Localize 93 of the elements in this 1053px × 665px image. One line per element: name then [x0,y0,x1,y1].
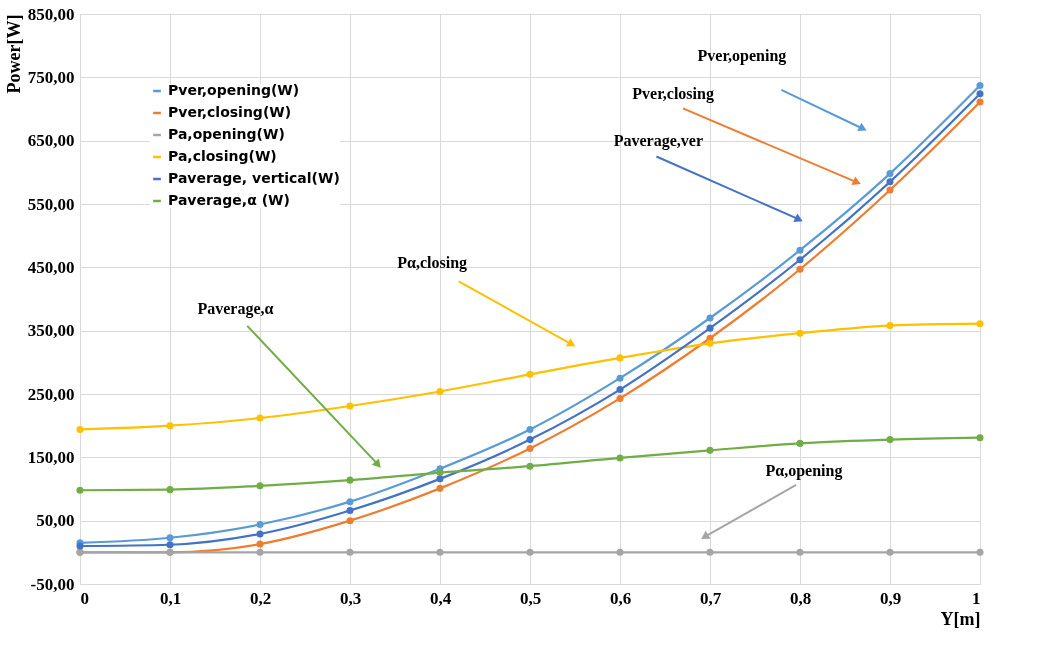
point [256,530,264,538]
point [886,436,894,444]
annotation: Paverage,ver [613,131,703,150]
legend-label: Pa,closing(W) [168,148,277,164]
point [166,422,174,430]
point [436,387,444,395]
point [976,434,984,442]
y-tick-label: 750,00 [27,67,75,87]
annotation: Paverage,α [197,300,274,319]
y-axis-title: Power[W] [3,14,24,94]
point [256,540,264,548]
point [976,82,984,90]
point [706,314,714,322]
point [616,354,624,362]
point [76,425,84,433]
y-tick-label: 550,00 [27,194,75,214]
point [436,484,444,492]
point [616,454,624,462]
point [616,386,624,394]
point [166,534,174,542]
point [346,498,354,506]
point [886,322,894,330]
annotation: Pα,opening [765,462,843,481]
point [346,548,354,556]
x-tick-label: 0,7 [699,588,722,608]
point [976,98,984,106]
x-tick-label: 0,5 [519,588,542,608]
y-tick-label: -50,00 [30,574,75,594]
point [526,436,534,444]
point [886,170,894,178]
point [256,520,264,528]
point [796,256,804,264]
y-tick-label: 850,00 [27,4,75,24]
point [706,446,714,454]
y-tick-label: 50,00 [36,511,75,531]
y-tick-label: 150,00 [27,447,75,467]
point [256,548,264,556]
point [886,548,894,556]
x-tick-label: 0,8 [789,588,812,608]
point [166,486,174,494]
point [616,548,624,556]
point [886,186,894,194]
y-tick-label: 250,00 [27,384,75,404]
point [706,548,714,556]
y-tick-label: 350,00 [27,321,75,341]
point [976,90,984,98]
point [886,178,894,186]
legend-label: Pver,closing(W) [168,104,292,120]
x-tick-label: 0,4 [429,588,452,608]
point [616,394,624,402]
point [796,246,804,254]
y-tick-label: 450,00 [27,257,75,277]
point [526,425,534,433]
point [436,548,444,556]
point [706,324,714,332]
x-tick-label: 0,3 [339,588,362,608]
point [346,476,354,484]
point [976,548,984,556]
legend-label: Pver,opening(W) [168,82,300,98]
point [796,439,804,447]
point [526,548,534,556]
annotation: Pver,opening [697,46,787,65]
x-axis-title: Y[m] [940,608,981,629]
x-tick-label: 0,1 [159,588,182,608]
point [526,444,534,452]
point [346,402,354,410]
x-tick-label: 1 [972,588,981,608]
point [526,370,534,378]
point [436,475,444,483]
point [256,482,264,490]
x-tick-label: 0,9 [879,588,902,608]
point [796,265,804,273]
point [796,548,804,556]
point [796,329,804,337]
point [436,469,444,477]
point [166,541,174,549]
x-tick-label: 0,2 [249,588,272,608]
point [76,486,84,494]
point [616,374,624,382]
annotation: Pα,closing [397,253,468,272]
legend-label: Paverage, vertical(W) [168,170,340,186]
point [526,462,534,470]
point [256,414,264,422]
point [346,507,354,515]
x-tick-label: 0 [80,588,89,608]
x-tick-label: 0,6 [609,588,632,608]
point [706,339,714,347]
point [346,517,354,525]
point [976,320,984,328]
y-tick-label: 650,00 [27,131,75,151]
legend-label: Paverage,α (W) [168,192,290,208]
annotation: Pver,closing [632,84,714,103]
legend-label: Pa,opening(W) [168,126,285,142]
